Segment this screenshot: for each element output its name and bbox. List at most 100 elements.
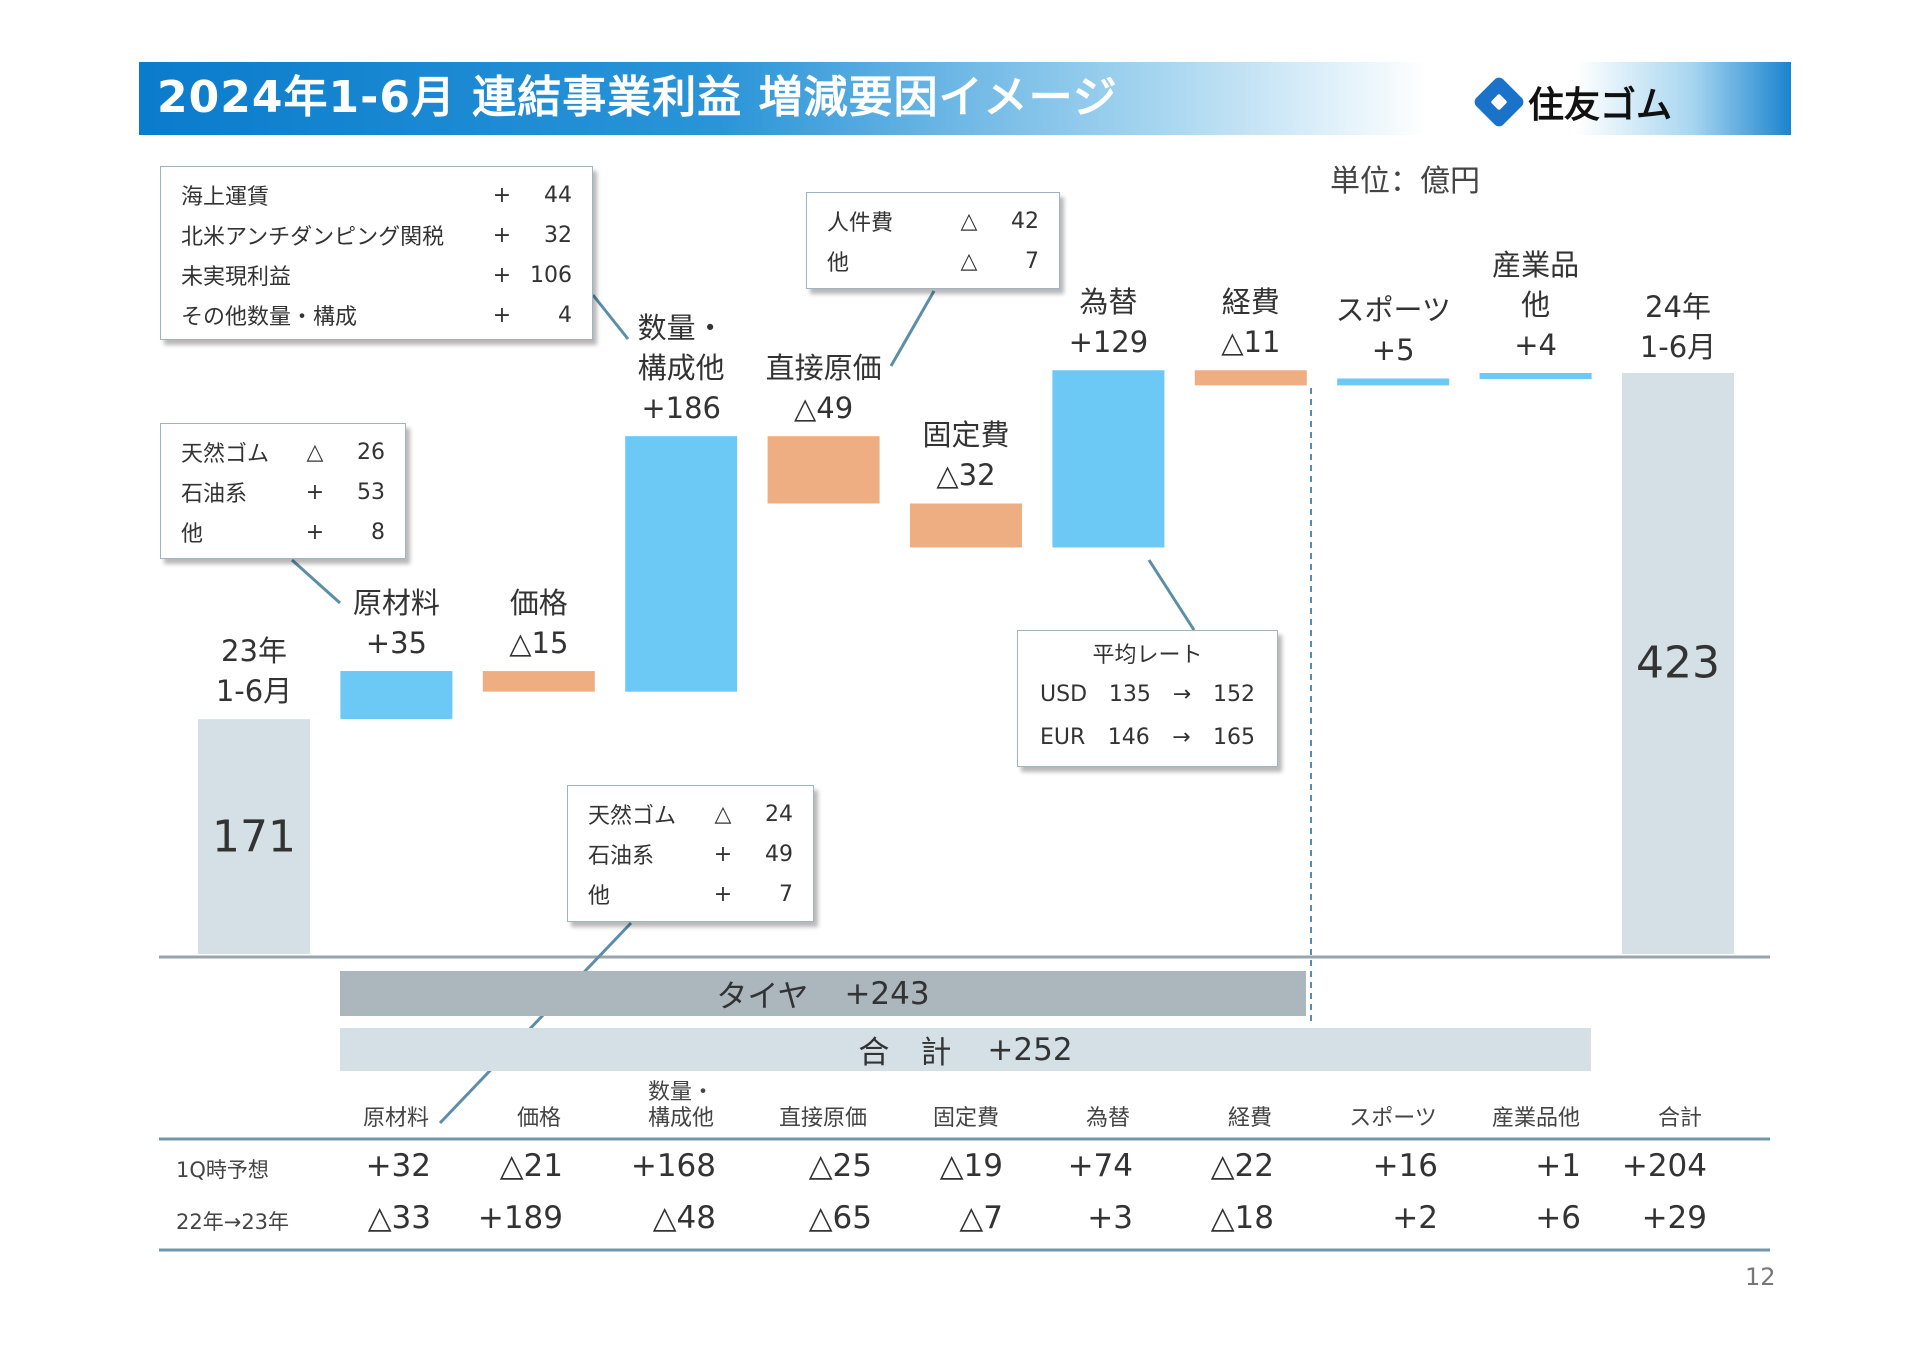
- fx-cur: EUR: [1040, 725, 1086, 750]
- callout-value: 7: [1025, 248, 1039, 274]
- callout-raw-material-breakdown: 天然ゴム △ 26 石油系 +53 他 +8: [160, 423, 406, 559]
- tire-band-value: +243: [844, 975, 930, 1012]
- table-cell: +168: [630, 1148, 716, 1184]
- total-band: 合 計 +252: [340, 1028, 1591, 1071]
- table-row-label: 22年→23年: [176, 1210, 290, 1234]
- label-step-9: 産業品他 +4: [1492, 245, 1579, 365]
- table-cell: +1: [1535, 1148, 1581, 1184]
- table-header-line: 数量・: [647, 1080, 715, 1105]
- callout-fx-rates: 平均レート USD 135 → 152 EUR 146 → 165: [1017, 630, 1278, 767]
- table-cell: △18: [1210, 1200, 1274, 1236]
- fx-arrow: →: [1172, 682, 1192, 707]
- callout-value: 32: [544, 222, 572, 248]
- table-cell: △25: [808, 1148, 872, 1184]
- label-step-3-line: +186: [641, 391, 722, 426]
- table-row-label: 1Q時予想: [176, 1158, 269, 1182]
- label-step-5: 固定費 △32: [922, 415, 1009, 495]
- callout-sign: +: [492, 302, 512, 328]
- table-cell: △33: [367, 1200, 431, 1236]
- label-step-3-line: 数量・: [637, 311, 725, 346]
- callout-label: 天然ゴム: [588, 804, 677, 829]
- fx-row: EUR 146 → 165: [1040, 716, 1255, 759]
- label-step-9-line: +4: [1514, 328, 1557, 362]
- callout-row: 未実現利益 +106: [181, 255, 572, 295]
- bar-2: [482, 671, 595, 692]
- callout-label: 他: [181, 522, 204, 547]
- table-header: スポーツ: [1349, 1106, 1437, 1132]
- callout-label: 他: [588, 884, 611, 909]
- callout-value: 8: [371, 519, 385, 545]
- label-step-4: 直接原価 △49: [766, 348, 882, 428]
- fx-title: 平均レート: [1092, 643, 1203, 668]
- callout-label: 石油系: [181, 482, 248, 507]
- callout-connector-3: [290, 558, 342, 605]
- table-cell: △21: [499, 1148, 563, 1184]
- label-start: 23年 1-6月: [216, 631, 292, 711]
- total-band-label: 合 計: [858, 1035, 952, 1071]
- callout-label: 石油系: [588, 844, 655, 869]
- table-header: 原材料: [363, 1106, 429, 1132]
- table-header-line: 固定費: [932, 1106, 1000, 1131]
- callout-value: 26: [357, 439, 385, 465]
- table-cell: +204: [1621, 1148, 1707, 1184]
- callout-value: 7: [779, 881, 793, 907]
- callout-sign: △: [714, 801, 732, 827]
- table-header: 固定費: [933, 1106, 999, 1132]
- label-step-3: 数量・構成他 +186: [638, 308, 725, 428]
- callout-label: 人件費: [827, 211, 894, 236]
- callout-volume-breakdown: 海上運賃 +44 北米アンチダンピング関税 +32 未実現利益 +106 その他数量・構成 +…: [160, 166, 593, 340]
- callout-row: 他 △ 7: [827, 241, 1039, 281]
- label-step-7-line: △11: [1221, 325, 1281, 360]
- callout-sign: +: [492, 222, 512, 248]
- total-band-value: +252: [987, 1031, 1073, 1068]
- table-cell: △22: [1210, 1148, 1274, 1184]
- label-step-1-line: +35: [365, 626, 427, 661]
- callout-row: 石油系 +53: [181, 472, 385, 512]
- value-start: 171: [212, 811, 296, 863]
- table-header: 合計: [1658, 1106, 1702, 1132]
- bar-6: [1052, 370, 1165, 548]
- callout-row: 海上運賃 +44: [181, 175, 572, 215]
- callout-row: 他 +7: [588, 874, 793, 914]
- table-header-line: 産業品他: [1491, 1106, 1581, 1131]
- label-step-3-line: 構成他: [637, 351, 725, 386]
- table-cell: +74: [1067, 1148, 1133, 1184]
- callout-sign: +: [713, 881, 733, 907]
- label-step-6: 為替 +129: [1069, 282, 1149, 362]
- fx-arrow: →: [1172, 725, 1191, 750]
- bar-9: [1479, 373, 1592, 379]
- callout-connector-2: [889, 290, 936, 367]
- callout-row: 北米アンチダンピング関税 +32: [181, 215, 572, 255]
- label-step-4-line: 直接原価: [765, 351, 882, 386]
- callout-value: 44: [544, 182, 572, 208]
- table-cell: +6: [1535, 1200, 1581, 1236]
- table-header-line: 原材料: [362, 1106, 430, 1131]
- label-step-8: スポーツ +5: [1335, 290, 1450, 370]
- bar-5: [910, 503, 1022, 548]
- page-title: 2024年1-6月 連結事業利益 増減要因イメージ: [157, 72, 1118, 123]
- table-header-line: 合計: [1657, 1106, 1703, 1131]
- callout-forecast-raw-material: 天然ゴム △ 24 石油系 +49 他 +7: [567, 785, 814, 922]
- callout-row: 人件費 △ 42: [827, 201, 1039, 241]
- callout-value: 4: [558, 302, 572, 328]
- bar-4: [767, 436, 880, 504]
- label-end: 24年 1-6月: [1640, 287, 1716, 367]
- callout-value: 42: [1011, 208, 1039, 234]
- fx-from: 135: [1108, 682, 1151, 707]
- table-cell: +2: [1392, 1200, 1438, 1236]
- bar-7: [1194, 370, 1307, 386]
- table-cell: +3: [1087, 1200, 1133, 1236]
- callout-value: 106: [530, 262, 572, 288]
- callout-row: 天然ゴム △ 24: [588, 794, 793, 834]
- fx-from: 146: [1107, 725, 1150, 750]
- table-header: 数量・ 構成他: [648, 1080, 714, 1132]
- label-step-6-line: +129: [1068, 325, 1149, 360]
- table-cell: △48: [652, 1200, 716, 1236]
- table-cell: +189: [477, 1200, 563, 1236]
- label-step-6-line: 為替: [1079, 285, 1138, 320]
- callout-sign: △: [960, 248, 978, 274]
- table-cell: +29: [1641, 1200, 1707, 1236]
- label-end-line: 1-6月: [1639, 330, 1717, 364]
- label-step-8-line: +5: [1371, 333, 1415, 368]
